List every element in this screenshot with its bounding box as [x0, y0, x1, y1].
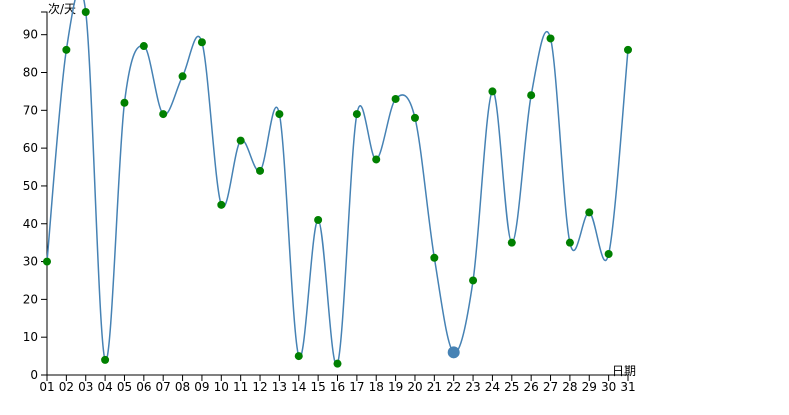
- point: [507, 238, 516, 247]
- x-tick-label: 01: [39, 380, 54, 394]
- point: [294, 352, 303, 361]
- point: [139, 42, 148, 51]
- x-tick-label: 16: [330, 380, 345, 394]
- point: [256, 166, 265, 175]
- point: [585, 208, 594, 217]
- y-tick-label: 0: [30, 368, 38, 382]
- y-axis-label: 次/天: [48, 2, 76, 16]
- y-tick-label: 20: [23, 292, 38, 306]
- x-tick-label: 14: [291, 380, 306, 394]
- point: [624, 45, 632, 54]
- x-tick-label: 19: [388, 380, 403, 394]
- x-tick-label: 02: [59, 380, 74, 394]
- x-tick-label: 30: [601, 380, 616, 394]
- point: [410, 113, 419, 122]
- point: [604, 250, 613, 258]
- y-tick-label: 30: [23, 255, 38, 269]
- point: [527, 91, 536, 100]
- x-tick-label: 08: [175, 380, 190, 394]
- x-tick-label: 31: [620, 380, 635, 394]
- point: [275, 110, 284, 119]
- point: [546, 34, 555, 43]
- x-tick-label: 15: [310, 380, 325, 394]
- point: [81, 8, 90, 16]
- point: [197, 38, 206, 47]
- x-tick-label: 04: [97, 380, 112, 394]
- x-tick-label: 26: [524, 380, 539, 394]
- point: [178, 72, 187, 81]
- x-tick-label: 03: [78, 380, 93, 394]
- x-tick-label: 12: [252, 380, 267, 394]
- point: [333, 359, 342, 368]
- point: [565, 238, 574, 247]
- x-tick-label: 23: [465, 380, 480, 394]
- y-tick-label: 10: [23, 330, 38, 344]
- x-tick-label: 06: [136, 380, 151, 394]
- point: [352, 110, 361, 119]
- y-tick-label: 90: [23, 28, 38, 42]
- x-tick-label: 11: [233, 380, 248, 394]
- point: [314, 215, 323, 224]
- point: [236, 136, 245, 145]
- y-axis: [41, 11, 48, 376]
- x-tick-label: 18: [369, 380, 384, 394]
- y-tick-label: 40: [23, 217, 38, 231]
- highlighted-point: [447, 346, 460, 359]
- y-tick-label: 50: [23, 179, 38, 193]
- x-tick-label: 29: [582, 380, 597, 394]
- point: [159, 110, 168, 119]
- x-tick-label: 09: [194, 380, 209, 394]
- x-tick-label: 27: [543, 380, 558, 394]
- point: [43, 257, 51, 266]
- point: [62, 45, 71, 54]
- x-axis-label: 日期: [612, 364, 636, 378]
- x-tick-label: 24: [485, 380, 500, 394]
- line: [46, 0, 629, 366]
- point: [217, 200, 226, 209]
- x-tick-label: 20: [407, 380, 422, 394]
- x-tick-label: 13: [272, 380, 287, 394]
- x-tick-label: 07: [156, 380, 171, 394]
- y-tick-label: 70: [23, 103, 38, 117]
- point: [101, 355, 110, 364]
- y-tick-label: 80: [23, 66, 38, 80]
- x-tick-label: 17: [349, 380, 364, 394]
- x-tick-label: 05: [117, 380, 132, 394]
- y-tick-label: 60: [23, 141, 38, 155]
- x-tick-label: 25: [504, 380, 519, 394]
- point: [469, 276, 478, 285]
- x-tick-label: 21: [427, 380, 442, 394]
- x-tick-label: 22: [446, 380, 461, 394]
- point: [488, 87, 497, 96]
- x-tick-label: 28: [562, 380, 577, 394]
- point: [372, 155, 381, 164]
- point: [391, 94, 400, 103]
- x-tick-label: 10: [214, 380, 229, 394]
- point: [120, 98, 129, 107]
- point: [430, 253, 439, 262]
